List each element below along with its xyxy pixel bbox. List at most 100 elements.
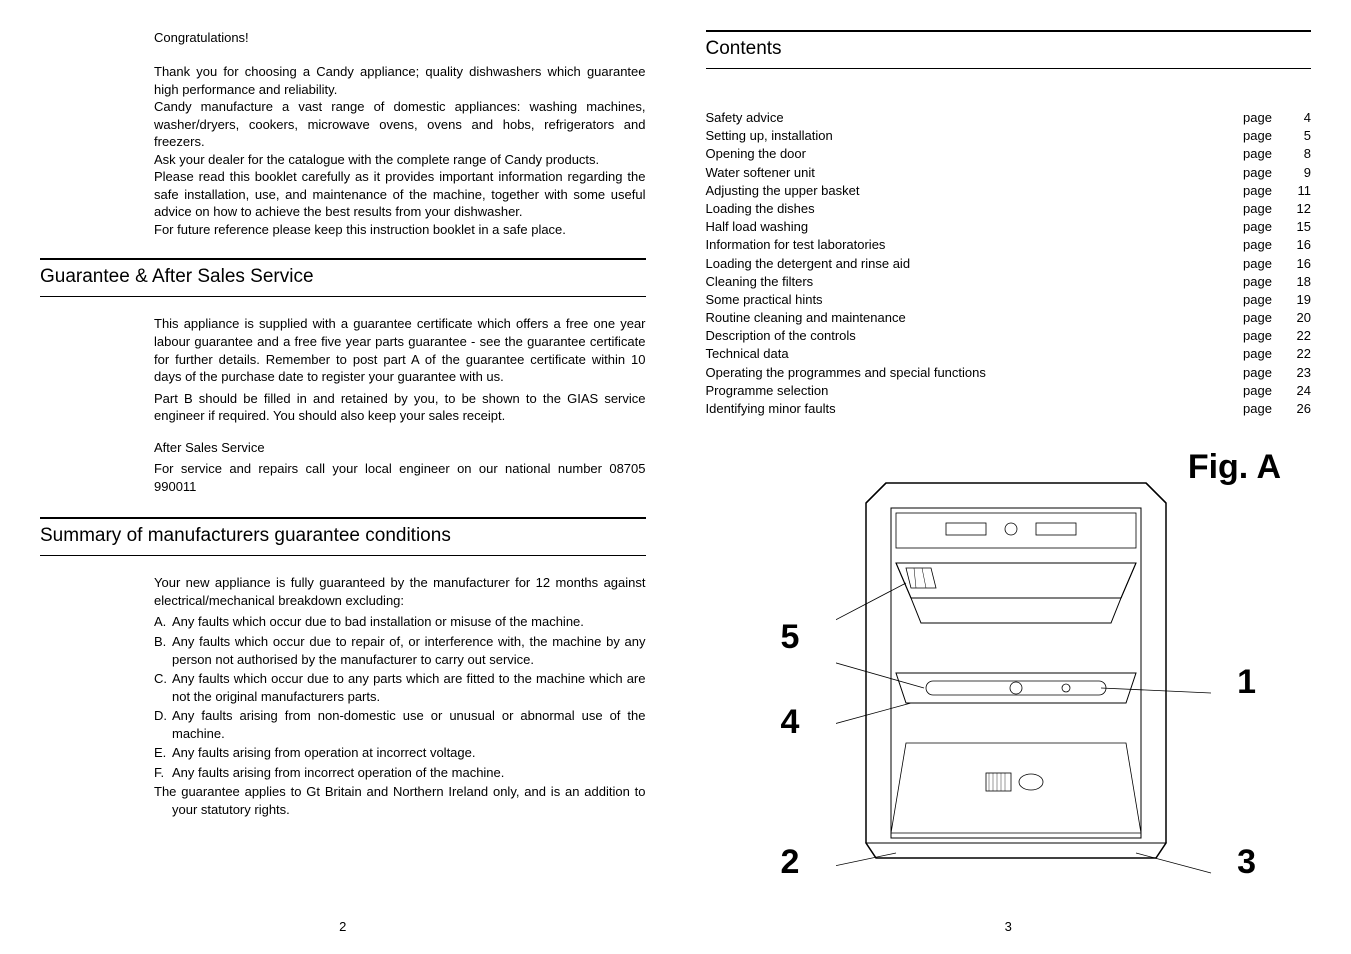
callout-1: 1	[1237, 663, 1256, 702]
toc-row: Loading the detergent and rinse aidpage1…	[706, 255, 1312, 273]
toc-page-num: 11	[1287, 182, 1311, 200]
page-number-right: 3	[706, 919, 1312, 934]
toc-title: Loading the detergent and rinse aid	[706, 255, 1244, 273]
toc-page-label: page	[1243, 291, 1287, 309]
toc-row: Information for test laboratoriespage16	[706, 236, 1312, 254]
toc-page-label: page	[1243, 255, 1287, 273]
toc-title: Technical data	[706, 345, 1244, 363]
toc-title: Half load washing	[706, 218, 1244, 236]
toc-page-num: 26	[1287, 400, 1311, 418]
toc-row: Opening the doorpage8	[706, 145, 1312, 163]
toc-row: Programme selectionpage24	[706, 382, 1312, 400]
summary-item-f: F. Any faults arising from incorrect ope…	[154, 764, 646, 782]
summary-intro: Your new appliance is fully guaranteed b…	[154, 574, 646, 609]
summary-item-e: E. Any faults arising from operation at …	[154, 744, 646, 762]
toc-page-num: 24	[1287, 382, 1311, 400]
toc-title: Loading the dishes	[706, 200, 1244, 218]
toc-row: Description of the controlspage22	[706, 327, 1312, 345]
spacer	[40, 499, 646, 517]
toc-row: Loading the dishespage12	[706, 200, 1312, 218]
guarantee-para-0: This appliance is supplied with a guaran…	[154, 315, 646, 385]
guarantee-body: This appliance is supplied with a guaran…	[40, 315, 646, 499]
toc-page-num: 5	[1287, 127, 1311, 145]
intro-title: Congratulations!	[154, 30, 646, 45]
toc-page-num: 16	[1287, 255, 1311, 273]
toc-row: Water softener unitpage9	[706, 164, 1312, 182]
toc-page-label: page	[1243, 145, 1287, 163]
toc-row: Safety advicepage4	[706, 109, 1312, 127]
toc-row: Adjusting the upper basketpage11	[706, 182, 1312, 200]
page-left: Congratulations! Thank you for choosing …	[40, 30, 676, 934]
intro-block: Congratulations! Thank you for choosing …	[40, 30, 646, 238]
toc-row: Technical datapage22	[706, 345, 1312, 363]
summary-item-b: B. Any faults which occur due to repair …	[154, 633, 646, 668]
after-sales-body: For service and repairs call your local …	[154, 460, 646, 495]
list-text: Any faults arising from operation at inc…	[172, 744, 646, 762]
toc-page-label: page	[1243, 327, 1287, 345]
list-text: Any faults which occur due to any parts …	[172, 670, 646, 705]
list-marker: C.	[154, 670, 172, 705]
toc-page-num: 22	[1287, 345, 1311, 363]
intro-para-3: Please read this booklet carefully as it…	[154, 168, 646, 221]
list-marker: D.	[154, 707, 172, 742]
toc-page-num: 9	[1287, 164, 1311, 182]
toc-title: Adjusting the upper basket	[706, 182, 1244, 200]
callout-2: 2	[781, 843, 800, 882]
guarantee-para-1: Part B should be filled in and retained …	[154, 390, 646, 425]
toc-page-label: page	[1243, 382, 1287, 400]
intro-text: Thank you for choosing a Candy appliance…	[154, 63, 646, 238]
intro-para-4: For future reference please keep this in…	[154, 221, 646, 239]
toc-page-num: 16	[1287, 236, 1311, 254]
toc-row: Routine cleaning and maintenancepage20	[706, 309, 1312, 327]
toc-title: Cleaning the filters	[706, 273, 1244, 291]
toc-page-num: 19	[1287, 291, 1311, 309]
toc-page-label: page	[1243, 109, 1287, 127]
toc-page-label: page	[1243, 400, 1287, 418]
contents-header: Contents	[706, 30, 1312, 69]
toc-page-label: page	[1243, 164, 1287, 182]
list-text: Any faults which occur due to repair of,…	[172, 633, 646, 668]
toc-title: Water softener unit	[706, 164, 1244, 182]
toc-page-label: page	[1243, 200, 1287, 218]
toc-title: Opening the door	[706, 145, 1244, 163]
page-right: Contents Safety advicepage4Setting up, i…	[676, 30, 1312, 934]
summary-header: Summary of manufacturers guarantee condi…	[40, 517, 646, 556]
guarantee-header: Guarantee & After Sales Service	[40, 258, 646, 297]
toc-page-num: 18	[1287, 273, 1311, 291]
toc-title: Safety advice	[706, 109, 1244, 127]
list-marker: B.	[154, 633, 172, 668]
intro-para-0: Thank you for choosing a Candy appliance…	[154, 63, 646, 98]
toc-row: Identifying minor faultspage26	[706, 400, 1312, 418]
callout-5: 5	[781, 618, 800, 657]
intro-para-2: Ask your dealer for the catalogue with t…	[154, 151, 646, 169]
callout-3: 3	[1237, 843, 1256, 882]
toc-title: Description of the controls	[706, 327, 1244, 345]
toc-title: Routine cleaning and maintenance	[706, 309, 1244, 327]
toc-title: Identifying minor faults	[706, 400, 1244, 418]
list-marker: A.	[154, 613, 172, 631]
summary-item-a: A. Any faults which occur due to bad ins…	[154, 613, 646, 631]
list-text: Any faults which occur due to bad instal…	[172, 613, 646, 631]
toc-page-label: page	[1243, 273, 1287, 291]
toc-page-label: page	[1243, 364, 1287, 382]
after-sales-heading: After Sales Service	[154, 439, 646, 457]
summary-body: Your new appliance is fully guaranteed b…	[40, 574, 646, 818]
toc-page-label: page	[1243, 182, 1287, 200]
toc-title: Information for test laboratories	[706, 236, 1244, 254]
summary-item-d: D. Any faults arising from non-domestic …	[154, 707, 646, 742]
toc-page-num: 8	[1287, 145, 1311, 163]
toc-page-num: 4	[1287, 109, 1311, 127]
toc-page-label: page	[1243, 236, 1287, 254]
summary-footer: The guarantee applies to Gt Britain and …	[172, 783, 646, 818]
toc-page-label: page	[1243, 127, 1287, 145]
toc-page-num: 22	[1287, 327, 1311, 345]
toc-row: Half load washingpage15	[706, 218, 1312, 236]
toc-row: Setting up, installationpage5	[706, 127, 1312, 145]
summary-item-c: C. Any faults which occur due to any par…	[154, 670, 646, 705]
toc-page-num: 20	[1287, 309, 1311, 327]
toc-title: Some practical hints	[706, 291, 1244, 309]
callout-4: 4	[781, 703, 800, 742]
toc-title: Operating the programmes and special fun…	[706, 364, 1244, 382]
toc-page-label: page	[1243, 218, 1287, 236]
toc-row: Some practical hintspage19	[706, 291, 1312, 309]
